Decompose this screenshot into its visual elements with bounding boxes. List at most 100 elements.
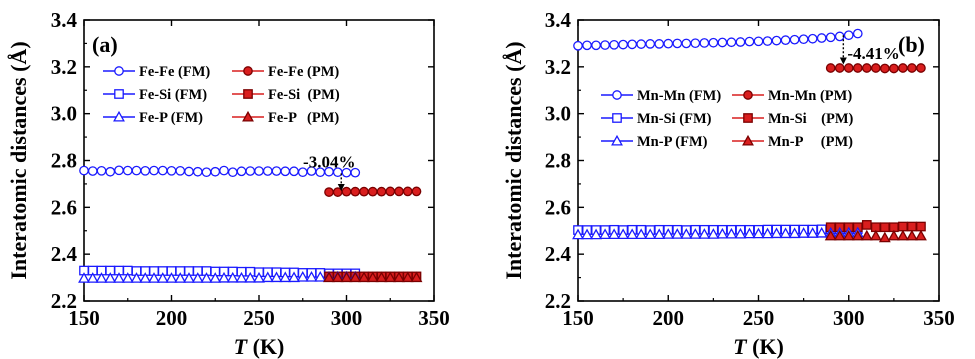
data-point <box>244 271 257 283</box>
data-point <box>878 231 891 243</box>
data-point <box>393 271 405 283</box>
data-point <box>201 167 212 178</box>
annotation-arrowhead <box>337 183 345 191</box>
data-point <box>653 228 666 240</box>
data-point <box>762 36 773 46</box>
data-point <box>600 40 610 50</box>
data-point <box>771 35 782 46</box>
data-point <box>798 34 809 45</box>
data-point <box>104 272 117 283</box>
legend-marker <box>743 90 753 100</box>
legend-label: Fe-Fe (PM) <box>268 64 339 80</box>
data-point <box>384 271 397 283</box>
legend-entry-fe-p-pm: Fe-P (PM) <box>232 110 339 126</box>
data-point <box>582 40 592 51</box>
data-point <box>627 39 638 50</box>
data-point <box>824 229 837 241</box>
data-point <box>323 271 335 283</box>
legend-label: Mn-Mn (FM) <box>637 88 721 104</box>
y-tick-label: 2.2 <box>51 289 77 313</box>
legend-label: Fe-Si (PM) <box>268 87 340 103</box>
data-point <box>227 167 238 178</box>
data-point <box>699 38 710 48</box>
series-mn-mn-pm <box>825 63 926 74</box>
data-point <box>735 37 746 47</box>
data-point <box>753 36 764 47</box>
data-point <box>880 222 890 233</box>
x-tick-label: 200 <box>653 306 685 330</box>
data-point <box>807 33 818 44</box>
data-point <box>898 63 908 73</box>
legend-entry-mn-mn-fm: Mn-Mn (FM) <box>601 88 721 104</box>
data-point <box>626 228 639 240</box>
x-tick-label: 250 <box>243 306 275 330</box>
data-point <box>166 165 177 176</box>
data-point <box>572 228 584 240</box>
legend-entry-mn-si-pm: Mn-Si (PM) <box>732 111 854 127</box>
data-point <box>289 166 299 177</box>
data-point <box>280 166 291 177</box>
data-point <box>599 228 612 240</box>
data-point <box>716 227 729 239</box>
data-point <box>350 186 361 197</box>
y-tick-label: 3.4 <box>51 8 78 32</box>
legend-marker <box>114 89 124 99</box>
data-point <box>636 39 647 49</box>
data-point <box>896 229 909 241</box>
legend-entry-mn-mn-pm: Mn-Mn (PM) <box>732 88 852 104</box>
series-fe-p-pm <box>323 271 423 283</box>
data-point <box>341 186 352 197</box>
legend-label: Mn-Si (FM) <box>637 111 712 127</box>
data-point <box>916 221 926 232</box>
data-point <box>149 165 159 176</box>
data-point <box>915 229 927 241</box>
data-point <box>816 33 827 43</box>
series-mn-p-pm <box>824 229 927 243</box>
data-point <box>907 63 917 73</box>
data-point <box>401 271 414 283</box>
data-point <box>113 272 125 283</box>
data-point <box>743 227 756 239</box>
y-axis-title: Interatomic distances (Å) <box>501 41 526 279</box>
data-point <box>851 229 864 241</box>
data-point <box>618 39 628 50</box>
data-point <box>122 165 133 176</box>
legend-label: Fe-P (PM) <box>268 110 339 126</box>
data-point <box>165 272 178 283</box>
legend-label: Mn-P (FM) <box>637 134 708 150</box>
data-point <box>235 271 248 283</box>
x-tick-label: 150 <box>562 306 594 330</box>
data-point <box>96 165 107 176</box>
data-point <box>236 166 247 177</box>
data-point <box>617 228 630 240</box>
legend-entry-fe-si-fm: Fe-Si (FM) <box>103 87 207 103</box>
legend-marker <box>114 66 124 76</box>
legend-label: Mn-P (PM) <box>768 134 853 150</box>
x-tick-label: 350 <box>418 306 450 330</box>
x-tick-label: 250 <box>743 306 775 330</box>
data-point <box>707 228 720 239</box>
data-point <box>314 270 327 282</box>
legend-marker <box>742 134 754 146</box>
data-point <box>288 271 300 283</box>
y-tick-label: 2.2 <box>545 289 571 313</box>
data-point <box>131 165 142 176</box>
data-point <box>644 228 657 240</box>
data-point <box>394 186 404 197</box>
data-point <box>296 270 309 282</box>
legend-label: Fe-Fe (FM) <box>139 64 210 80</box>
data-point <box>367 186 378 197</box>
y-tick-label: 2.4 <box>51 242 78 266</box>
data-point <box>156 272 169 283</box>
data-point <box>690 38 701 49</box>
data-point <box>114 165 124 176</box>
x-axis-title: T (K) <box>733 334 784 359</box>
panel-label: (b) <box>898 32 925 57</box>
data-point <box>184 166 194 177</box>
data-point <box>87 166 98 176</box>
data-point <box>79 165 89 176</box>
data-point <box>806 227 819 238</box>
data-point <box>350 167 361 178</box>
data-point <box>717 37 728 48</box>
